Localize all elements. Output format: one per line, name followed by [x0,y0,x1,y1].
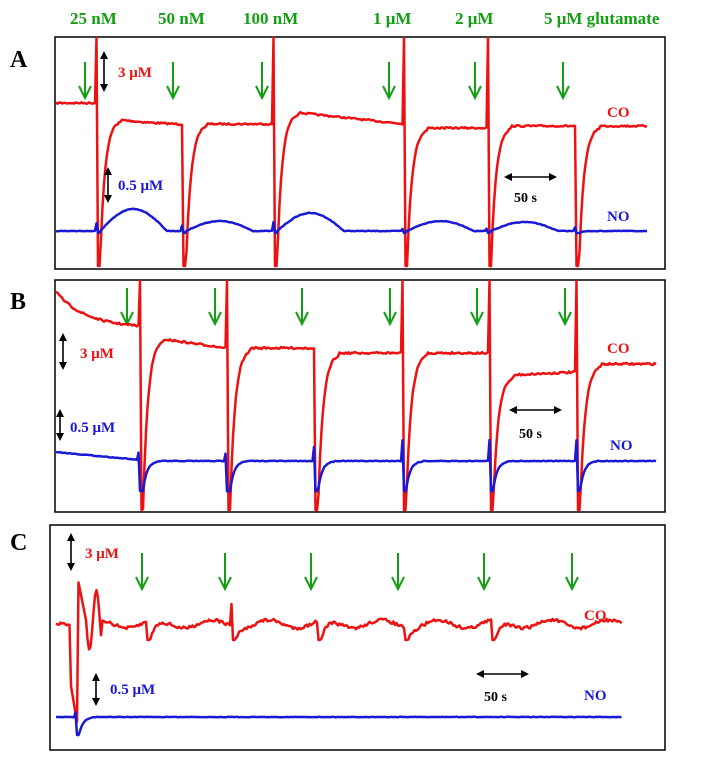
label-5um-glutamate: 5 μM glutamate [544,9,660,28]
panel-b-frame [54,279,666,513]
panel-c-co-legend: CO [584,608,607,624]
glutamate-labels: 25 nM 50 nM 100 nM 1 μM 2 μM 5 μM glutam… [70,9,660,28]
panel-c-co-trace [55,581,623,724]
glutamate-arrowhead-2 [166,85,180,101]
glutamate-arrowhead-6 [565,576,579,592]
panel-a: A 3 μM 0.5 μM 50 s CO NO [10,36,666,270]
panel-a-co-trace [55,36,648,268]
glutamate-arrowhead-6 [558,311,572,327]
panel-b-no-trace [55,438,657,493]
glutamate-arrowhead-5 [470,311,484,327]
label-25nm: 25 nM [70,9,117,28]
panel-b-co-scale-label: 3 μM [80,346,114,362]
panel-c-no-scale-label: 0.5 μM [110,682,155,698]
glutamate-arrowhead-6 [556,85,570,101]
panel-c: C 3 μM 0.5 μM 50 s CO NO [10,524,666,751]
glutamate-arrowhead-5 [468,85,482,101]
panel-b-no-scale-label: 0.5 μM [70,420,115,436]
panel-a-no-scale-label: 0.5 μM [118,178,163,194]
panel-a-no-legend: NO [607,209,630,225]
glutamate-arrowhead-4 [391,576,405,592]
glutamate-arrowhead-4 [382,85,396,101]
panel-b: B 3 μM 0.5 μM 50 s CO NO [10,279,666,513]
panel-a-time-scale-label: 50 s [514,191,538,206]
glutamate-arrowhead-3 [295,311,309,327]
glutamate-arrowhead-5 [477,576,491,592]
panel-c-letter: C [10,530,27,556]
panel-b-no-legend: NO [610,438,633,454]
panel-c-no-legend: NO [584,688,607,704]
panel-c-time-scale-label: 50 s [484,690,508,705]
panel-c-no-trace [55,711,622,737]
panel-b-arrows [120,288,572,327]
panel-a-letter: A [10,47,28,73]
label-50nm: 50 nM [158,9,205,28]
panel-a-co-scale-label: 3 μM [118,65,152,81]
label-100nm: 100 nM [243,9,298,28]
glutamate-arrowhead-3 [255,85,269,101]
panel-b-co-trace [55,279,657,512]
glutamate-arrowhead-4 [383,311,397,327]
panel-a-co-legend: CO [607,105,630,121]
panel-a-frame [54,36,666,270]
panel-a-arrows [78,62,570,101]
panel-c-arrows [135,553,579,592]
glutamate-arrowhead-1 [78,85,92,101]
panel-a-no-trace [56,207,648,235]
glutamate-arrowhead-1 [135,576,149,592]
panel-c-frame [49,524,666,751]
panel-b-co-legend: CO [607,341,630,357]
panel-b-time-scale-label: 50 s [519,427,543,442]
glutamate-arrowhead-2 [208,311,222,327]
glutamate-arrowhead-2 [218,576,232,592]
panel-b-letter: B [10,289,26,315]
label-1um: 1 μM [373,9,411,28]
label-2um: 2 μM [455,9,493,28]
glutamate-arrowhead-3 [304,576,318,592]
panel-c-co-scale-label: 3 μM [85,546,119,562]
